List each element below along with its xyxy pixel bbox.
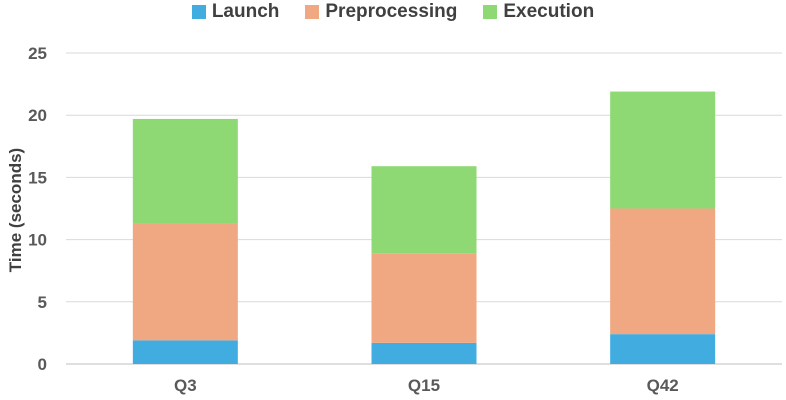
x-axis-ticks: Q3 Q15 Q42 [174, 376, 679, 395]
y-tick-label: 20 [28, 106, 47, 125]
y-tick-label: 0 [38, 355, 47, 374]
y-axis-ticks: 0 5 10 15 20 25 [28, 44, 47, 374]
bar-q15-execution [371, 166, 477, 254]
bar-q3-execution [132, 118, 238, 224]
y-tick-label: 5 [38, 293, 47, 312]
legend-swatch-execution [483, 5, 498, 19]
chart-bars [132, 91, 716, 364]
bar-q15-launch [371, 342, 477, 364]
bar-q42-launch [610, 334, 716, 364]
x-tick-label-q42: Q42 [647, 376, 679, 395]
y-tick-label: 10 [28, 231, 47, 250]
bar-q42-preprocessing [610, 208, 716, 335]
bar-q3-preprocessing [132, 223, 238, 341]
legend-label-launch: Launch [211, 1, 280, 22]
legend-label-execution: Execution [503, 1, 595, 22]
x-tick-label-q15: Q15 [408, 376, 440, 395]
legend-item-launch: Launch [191, 1, 280, 23]
legend-item-execution: Execution [483, 1, 594, 23]
y-tick-label: 15 [28, 168, 47, 187]
bar-q42-execution [610, 91, 716, 209]
y-tick-label: 25 [28, 44, 47, 63]
legend-label-preprocessing: Preprocessing [325, 1, 458, 22]
y-axis-label: Time (seconds) [6, 148, 25, 272]
legend-swatch-launch [191, 5, 206, 19]
bar-q15-preprocessing [371, 253, 477, 343]
chart-legend: Launch Preprocessing Execution [0, 0, 786, 24]
bar-q3-launch [132, 340, 238, 364]
legend-swatch-preprocessing [305, 5, 320, 19]
x-tick-label-q3: Q3 [174, 376, 197, 395]
legend-item-preprocessing: Preprocessing [305, 1, 457, 23]
